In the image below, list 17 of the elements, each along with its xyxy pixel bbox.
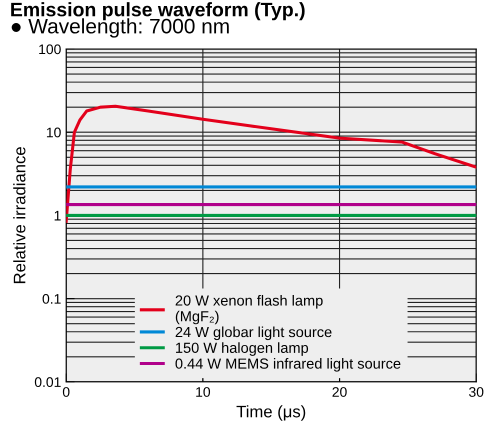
line-series — [66, 104, 476, 223]
legend-label: 0.44 W MEMS infrared light source — [175, 358, 400, 372]
y-axis-title: Relative irradiance — [13, 147, 26, 284]
y-tick-label: 1 — [54, 210, 61, 220]
y-tick-label: 0.01 — [34, 377, 61, 388]
x-tick-label: 20 — [332, 387, 347, 397]
chart-subtitle: ● Wavelength: 7000 nm — [12, 18, 229, 38]
legend-label: 150 W halogen lamp — [176, 342, 308, 356]
x-tick-label: 0 — [62, 387, 70, 397]
y-tick-label: 100 — [39, 44, 61, 54]
x-tick-label: 30 — [469, 387, 484, 397]
y-tick-label: 0.1 — [42, 294, 61, 304]
x-tick-label: 10 — [196, 387, 210, 397]
legend-label: 24 W globar light source — [176, 326, 332, 340]
legend-label: 20 W xenon flash lamp (MgF₂) — [176, 294, 323, 324]
x-axis-title: Time (μs) — [236, 405, 306, 421]
y-tick-label: 10 — [46, 128, 61, 138]
